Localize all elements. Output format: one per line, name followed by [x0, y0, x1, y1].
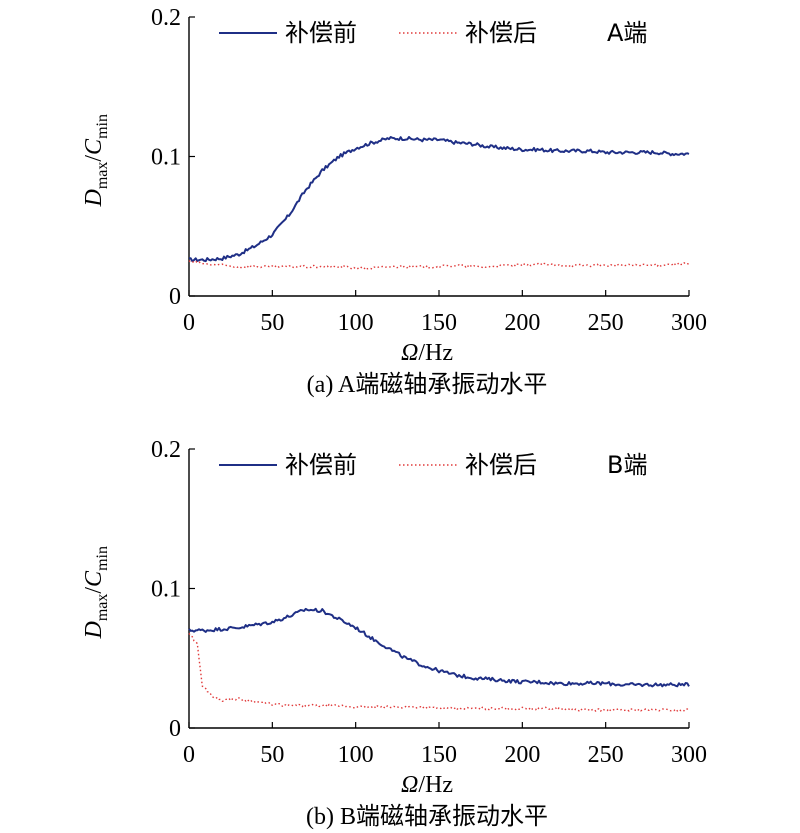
x-tick-label: 0 [183, 742, 195, 768]
x-tick-label: 150 [421, 742, 457, 768]
x-tick-label: 250 [588, 310, 624, 336]
x-tick-label: 50 [260, 310, 284, 336]
x-axis-title: Ω/Hz [401, 340, 453, 366]
x-tick-label: 300 [671, 742, 707, 768]
x-tick-label: 200 [504, 742, 540, 768]
y-axis-title-sub2: min [94, 114, 111, 139]
legend-label-before: 补偿前 [285, 451, 357, 479]
x-axis-title: Ω/Hz [401, 772, 453, 798]
y-tick-label: 0.2 [151, 5, 181, 31]
x-tick-label: 0 [183, 310, 195, 336]
y-tick-label: 0.1 [151, 145, 181, 171]
end-annotation: B端 [607, 451, 647, 479]
y-axis-title: Dmax/Cmin [81, 546, 111, 639]
y-tick-label: 0 [169, 716, 181, 742]
y-axis-title-sub1: max [94, 594, 111, 622]
x-tick-label: 250 [588, 742, 624, 768]
series-line-after [188, 633, 690, 712]
y-axis-title-sub1: max [94, 162, 111, 190]
y-axis-title-sep: / [81, 587, 107, 594]
legend-label-before: 补偿前 [285, 19, 357, 47]
figure-caption: (a) A端磁轴承振动水平 [307, 371, 548, 398]
y-tick-label: 0.1 [151, 577, 181, 603]
x-tick-label: 150 [421, 310, 457, 336]
x-axis-title-unit: /Hz [418, 340, 453, 366]
y-axis-title: Dmax/Cmin [81, 114, 111, 207]
legend-label-after: 补偿后 [465, 19, 537, 47]
y-axis-title-sep: / [81, 155, 107, 162]
x-axis-title-symbol: Ω [401, 340, 418, 366]
x-tick-label: 100 [338, 310, 374, 336]
y-tick-label: 0.2 [151, 437, 181, 463]
chart-panel-a: 0 50 100 150 200 250 300 0 0.1 0.2 Dmax/Cmin Ω/Hz (a… [81, 5, 707, 398]
series-line-before [188, 607, 690, 688]
series-line-after [188, 259, 690, 270]
y-tick-label: 0 [169, 284, 181, 310]
x-tick-label: 300 [671, 310, 707, 336]
end-annotation: A端 [607, 19, 647, 47]
x-axis-title-unit: /Hz [418, 772, 453, 798]
x-tick-label: 50 [260, 742, 284, 768]
y-axis-title-c: C [81, 138, 107, 155]
y-axis-title-c: C [81, 570, 107, 587]
y-axis-title-d: D [81, 189, 107, 207]
x-axis-title-symbol: Ω [401, 772, 418, 798]
series-line-before [188, 136, 690, 263]
y-axis-title-d: D [81, 621, 107, 639]
chart-panel-b: 0 50 100 150 200 250 300 0 0.1 0.2 Dmax/Cmin Ω/Hz (b… [81, 437, 707, 830]
x-tick-label: 100 [338, 742, 374, 768]
x-tick-label: 200 [504, 310, 540, 336]
legend-label-after: 补偿后 [465, 451, 537, 479]
figure-caption: (b) B端磁轴承振动水平 [306, 803, 548, 830]
y-axis-title-sub2: min [94, 546, 111, 571]
